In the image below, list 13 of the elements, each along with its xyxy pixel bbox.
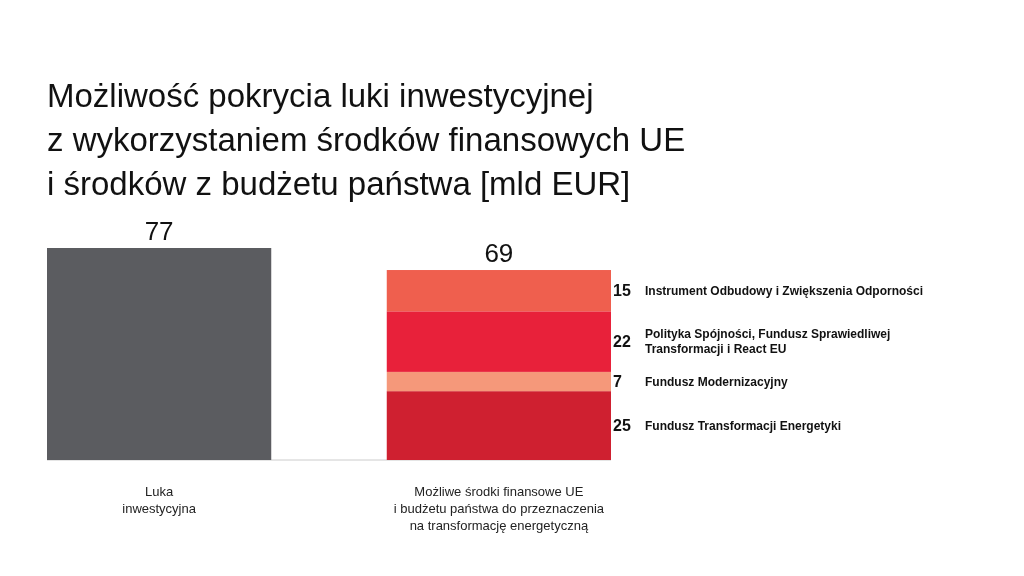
x-tick-label: Luka inwestycyjna xyxy=(122,484,197,516)
total-label: 69 xyxy=(484,238,514,269)
data-label: 77 xyxy=(144,216,174,246)
data-label: 7 xyxy=(613,373,622,391)
data-label: 22 xyxy=(613,333,631,351)
x-tick-label: Możliwe środki finansowe UE i budżetu państwa do przeznaczenia na transformację energetyczną xyxy=(393,484,605,533)
text: Fundusz Transformacji Energetyki xyxy=(645,418,842,433)
text: Instrument Odbudowy i Zwiększenia Odporności xyxy=(645,283,924,298)
text: Polityka Spójności, Fundusz Sprawiedliwej Transformacji i React EU xyxy=(645,327,891,357)
chart-title: Możliwość pokrycia luki inwestycyjnej z wykorzystaniem środków finansowych UE i środków z budżetu państwa [mld EUR] xyxy=(47,77,686,202)
text: Fundusz Modernizacyjny xyxy=(645,374,789,389)
data-label: 15 xyxy=(613,282,631,300)
data-label: 25 xyxy=(613,417,631,435)
